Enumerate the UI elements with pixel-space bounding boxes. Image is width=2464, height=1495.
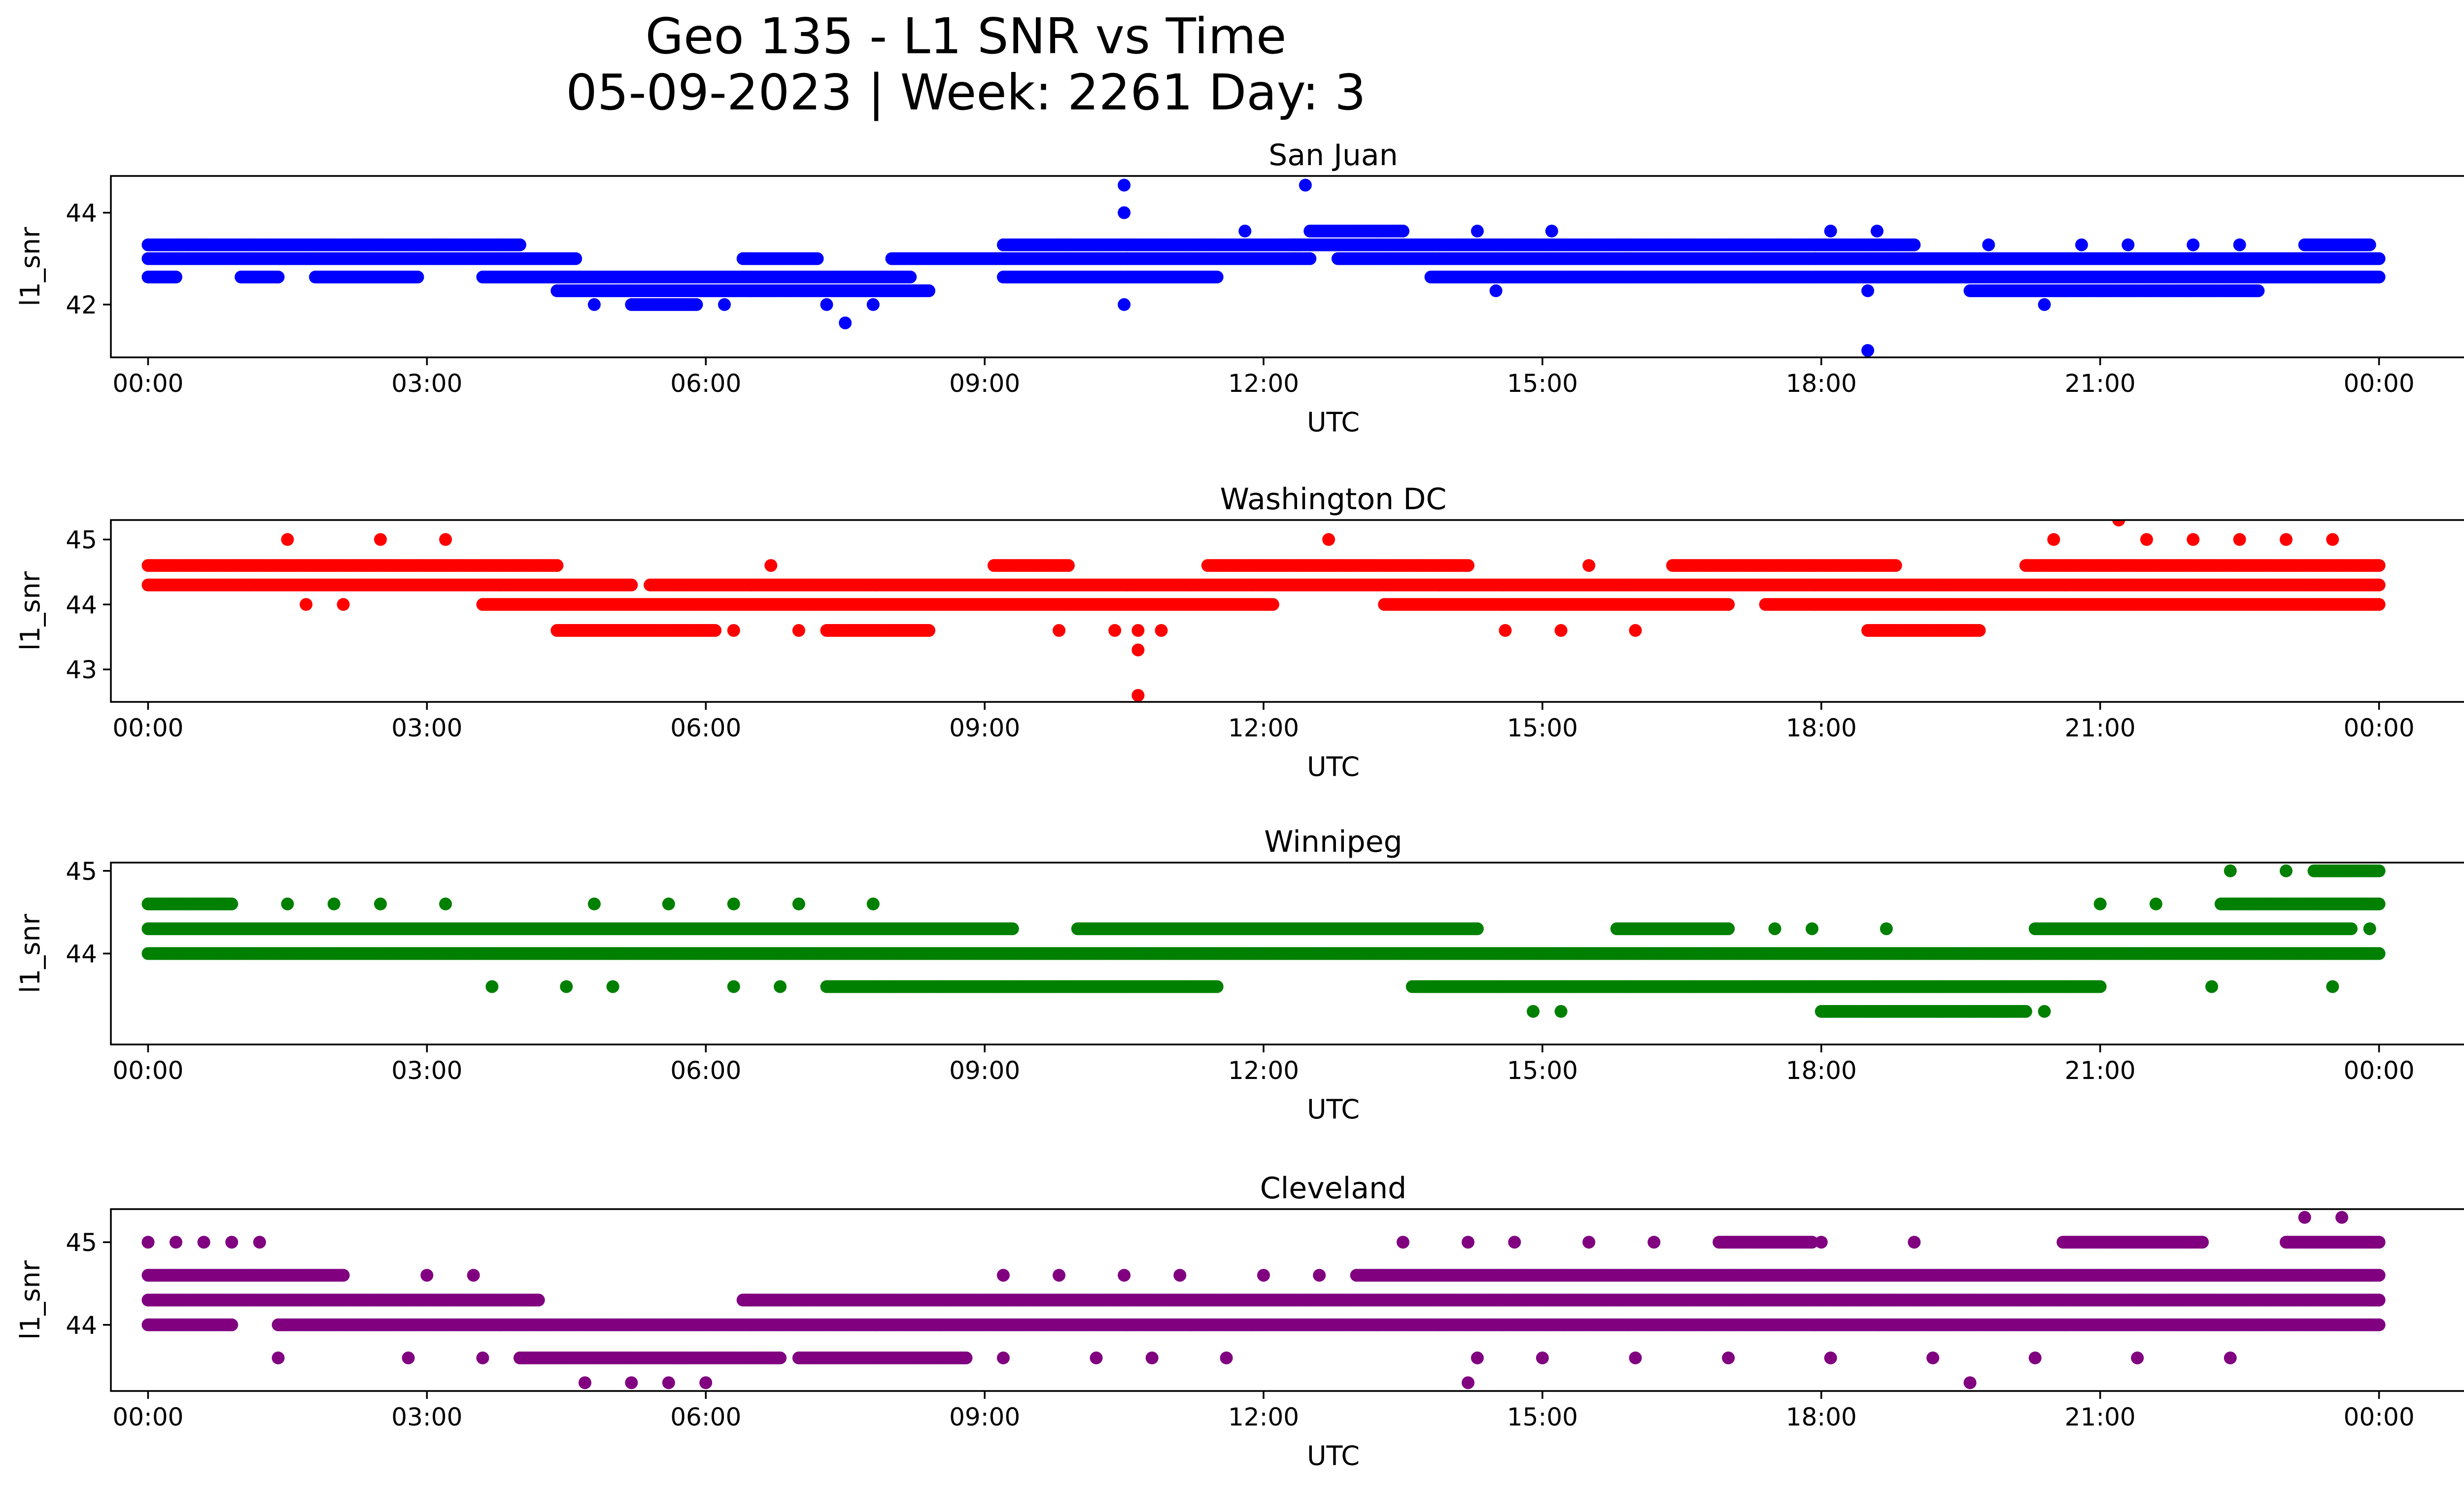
x-tick-label: 15:00 — [1507, 369, 1578, 398]
data-point — [1266, 598, 1279, 611]
data-points — [141, 520, 2386, 702]
y-tick-label: 42 — [66, 291, 97, 319]
data-point — [923, 284, 935, 297]
data-point — [272, 271, 285, 283]
data-point — [709, 624, 722, 637]
data-point — [839, 316, 852, 330]
data-points — [141, 178, 2386, 357]
figure-title-line-1: Geo 135 - L1 SNR vs Time — [646, 7, 1287, 65]
data-point — [569, 252, 582, 265]
data-point — [2372, 252, 2386, 265]
data-point — [625, 578, 638, 591]
data-point — [2038, 298, 2051, 311]
data-point — [1118, 298, 1131, 311]
data-point — [1210, 271, 1224, 283]
axes-frame — [110, 175, 2464, 358]
data-point — [820, 298, 833, 311]
data-point — [2233, 238, 2246, 251]
data-point — [904, 271, 917, 283]
data-point — [1871, 224, 1883, 238]
data-point — [1861, 284, 1875, 297]
y-axis-label: l1_snr — [15, 227, 46, 307]
subplot-title: Washington DC — [1220, 482, 1447, 517]
data-point — [1545, 224, 1558, 238]
data-point — [1908, 238, 1921, 251]
x-tick-label: 06:00 — [670, 369, 741, 398]
data-point — [923, 624, 935, 637]
data-point — [718, 298, 731, 311]
subplots: San Juan 00:00 03:00 06:00 09:00 12:00 15:00 18… — [15, 138, 2464, 1471]
data-point — [2372, 271, 2386, 283]
data-point — [2075, 238, 2088, 251]
y-tick-label: 44 — [66, 199, 97, 228]
x-tick-label: 18:00 — [1786, 369, 1857, 398]
data-point — [866, 298, 880, 311]
data-point — [2363, 238, 2376, 251]
data-point — [587, 298, 601, 311]
data-point — [170, 271, 182, 283]
x-tick-label: 00:00 — [112, 369, 183, 398]
x-axis-label: UTC — [1307, 407, 1360, 438]
data-point — [1982, 238, 1995, 251]
x-tick-label: 00:00 — [2344, 369, 2415, 398]
x-tick-label: 21:00 — [2065, 369, 2136, 398]
data-point — [1299, 178, 1312, 192]
data-point — [1824, 224, 1837, 238]
subplot-san-juan: San Juan 00:00 03:00 06:00 09:00 12:00 15:00 18… — [15, 138, 2464, 438]
data-point — [1471, 224, 1484, 238]
data-point — [411, 271, 424, 283]
data-point — [690, 298, 703, 311]
data-point — [1861, 344, 1875, 357]
data-point — [2187, 238, 2200, 251]
x-tick-label: 12:00 — [1228, 369, 1299, 398]
data-point — [1118, 178, 1131, 192]
subplot-title: San Juan — [1268, 138, 1398, 173]
data-point — [1397, 224, 1409, 238]
data-point — [1489, 284, 1503, 297]
data-point — [2252, 284, 2265, 297]
figure-title-line-2: 05-09-2023 | Week: 2261 Day: 3 — [566, 64, 1366, 121]
data-point — [550, 559, 564, 572]
data-point — [1303, 252, 1317, 265]
data-point — [513, 238, 526, 251]
data-point — [811, 252, 824, 265]
data-point — [1238, 224, 1252, 238]
data-point — [1118, 206, 1131, 219]
x-tick-label: 09:00 — [949, 369, 1020, 398]
data-point — [2122, 238, 2135, 251]
x-tick-label: 03:00 — [391, 369, 462, 398]
